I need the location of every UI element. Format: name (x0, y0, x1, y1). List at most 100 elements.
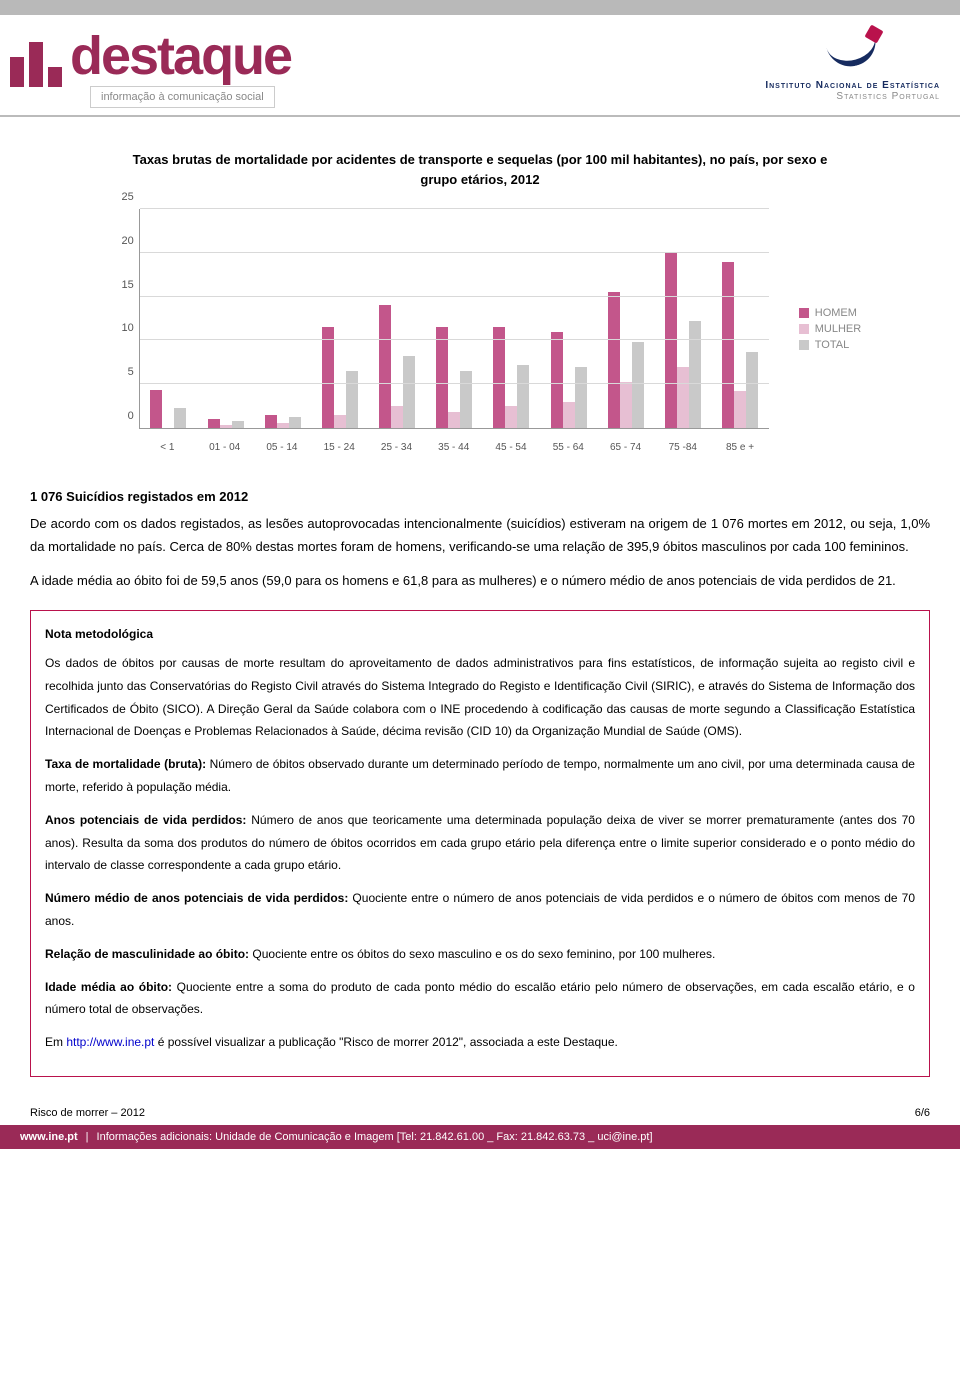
legend-swatch-icon (799, 340, 809, 350)
chart-y-tick-label: 20 (112, 235, 134, 247)
logo-wordmark: destaque (70, 25, 291, 87)
chart-gridline (140, 339, 769, 340)
nota-definition-text: Quociente entre a soma do produto de cad… (45, 980, 915, 1017)
chart-x-axis: < 101 - 0405 - 1415 - 2425 - 3435 - 4445… (139, 442, 769, 453)
chart-y-tick-label: 10 (112, 322, 134, 334)
page-header: destaque informação à comunicação social… (0, 0, 960, 130)
chart-bar-group (540, 209, 597, 428)
chart-bar (174, 408, 186, 428)
legend-label: MULHER (815, 323, 861, 335)
chart-bar-group (197, 209, 254, 428)
chart-title-line2: grupo etários, 2012 (420, 172, 539, 187)
section-heading: 1 076 Suicídios registados em 2012 (30, 489, 930, 504)
header-grey-bar (0, 0, 960, 15)
chart-x-tick-label: 75 -84 (654, 442, 711, 453)
chart-bar (677, 367, 689, 428)
nota-definition-label: Taxa de mortalidade (bruta): (45, 757, 206, 771)
nota-closing: Em http://www.ine.pt é possível visualiz… (45, 1031, 915, 1054)
chart-bar-group (140, 209, 197, 428)
destaque-logo: destaque informação à comunicação social (10, 25, 291, 108)
nota-definition-label: Idade média ao óbito: (45, 980, 172, 994)
bottom-bar-separator: | (86, 1131, 89, 1143)
nota-closing-pre: Em (45, 1035, 66, 1049)
footer-left: Risco de morrer – 2012 (30, 1107, 145, 1119)
legend-swatch-icon (799, 324, 809, 334)
chart-bar (746, 352, 758, 428)
chart-bar (208, 419, 220, 428)
chart-bar-group (712, 209, 769, 428)
chart-bar-group (483, 209, 540, 428)
chart-x-tick-label: 15 - 24 (311, 442, 368, 453)
chart-bar (277, 423, 289, 428)
main-content: Taxas brutas de mortalidade por acidente… (0, 130, 960, 1087)
chart-bar (334, 415, 346, 428)
chart-legend: HOMEM MULHER TOTAL (799, 303, 861, 355)
chart-bar (448, 412, 460, 428)
chart-bar (220, 425, 232, 429)
chart-bars-area (140, 209, 769, 428)
chart-x-tick-label: 85 e + (711, 442, 768, 453)
chart-bar-group (597, 209, 654, 428)
ine-name-en: Statistics Portugal (765, 91, 940, 102)
chart-bar (563, 402, 575, 428)
chart-y-tick-label: 5 (112, 366, 134, 378)
bottom-bar-text: Informações adicionais: Unidade de Comun… (97, 1131, 653, 1143)
chart-bar (379, 305, 391, 428)
nota-definition: Número médio de anos potenciais de vida … (45, 887, 915, 933)
nota-definition: Taxa de mortalidade (bruta): Número de ó… (45, 753, 915, 799)
legend-item: TOTAL (799, 339, 861, 351)
chart-bar (689, 321, 701, 428)
chart-bar (232, 421, 244, 428)
chart-bar (346, 371, 358, 428)
chart-plot-area: 0510152025 (139, 209, 769, 429)
body-paragraph-2: A idade média ao óbito foi de 59,5 anos … (30, 569, 930, 592)
chart-gridline (140, 296, 769, 297)
legend-item: HOMEM (799, 307, 861, 319)
nota-closing-post: é possível visualizar a publicação "Risc… (154, 1035, 617, 1049)
nota-definition-label: Número médio de anos potenciais de vida … (45, 891, 348, 905)
chart-bar (289, 417, 301, 428)
chart-x-tick-label: 45 - 54 (482, 442, 539, 453)
nota-metodologica-box: Nota metodológica Os dados de óbitos por… (30, 610, 930, 1077)
nota-definition: Relação de masculinidade ao óbito: Quoci… (45, 943, 915, 966)
chart-bar-group (654, 209, 711, 428)
chart-gridline (140, 208, 769, 209)
chart-title: Taxas brutas de mortalidade por acidente… (30, 150, 930, 189)
ine-mark-icon (823, 25, 883, 75)
nota-link[interactable]: http://www.ine.pt (66, 1035, 154, 1049)
chart-bar (620, 382, 632, 428)
chart-x-tick-label: 35 - 44 (425, 442, 482, 453)
chart-bar (322, 327, 334, 428)
header-divider (0, 115, 960, 117)
nota-definition: Anos potenciais de vida perdidos: Número… (45, 809, 915, 877)
chart-y-tick-label: 15 (112, 279, 134, 291)
chart-bar (493, 327, 505, 428)
chart-bar-group (311, 209, 368, 428)
nota-definition: Idade média ao óbito: Quociente entre a … (45, 976, 915, 1022)
nota-definition-text: Quociente entre os óbitos do sexo mascul… (249, 947, 715, 961)
chart-bar (403, 356, 415, 428)
nota-definition-label: Relação de masculinidade ao óbito: (45, 947, 249, 961)
chart-bar (517, 365, 529, 428)
bar-chart: 0510152025 < 101 - 0405 - 1415 - 2425 - … (99, 199, 779, 459)
legend-item: MULHER (799, 323, 861, 335)
logo-tagline: informação à comunicação social (90, 86, 275, 108)
chart-bar (632, 342, 644, 428)
chart-x-tick-label: 55 - 64 (540, 442, 597, 453)
chart-y-tick-label: 0 (112, 410, 134, 422)
chart-bar (391, 406, 403, 428)
bottom-bar-domain: www.ine.pt (20, 1131, 78, 1143)
chart-x-tick-label: 05 - 14 (253, 442, 310, 453)
chart-container: 0510152025 < 101 - 0405 - 1415 - 2425 - … (30, 199, 930, 459)
chart-bar (150, 390, 162, 428)
chart-bar (551, 332, 563, 428)
legend-label: TOTAL (815, 339, 849, 351)
chart-bar (575, 367, 587, 428)
logo-bars-icon (10, 37, 62, 87)
chart-title-line1: Taxas brutas de mortalidade por acidente… (133, 152, 828, 167)
chart-x-tick-label: 65 - 74 (597, 442, 654, 453)
chart-gridline (140, 383, 769, 384)
nota-definitions: Taxa de mortalidade (bruta): Número de ó… (45, 753, 915, 1021)
chart-bar (265, 415, 277, 428)
nota-title: Nota metodológica (45, 623, 915, 646)
